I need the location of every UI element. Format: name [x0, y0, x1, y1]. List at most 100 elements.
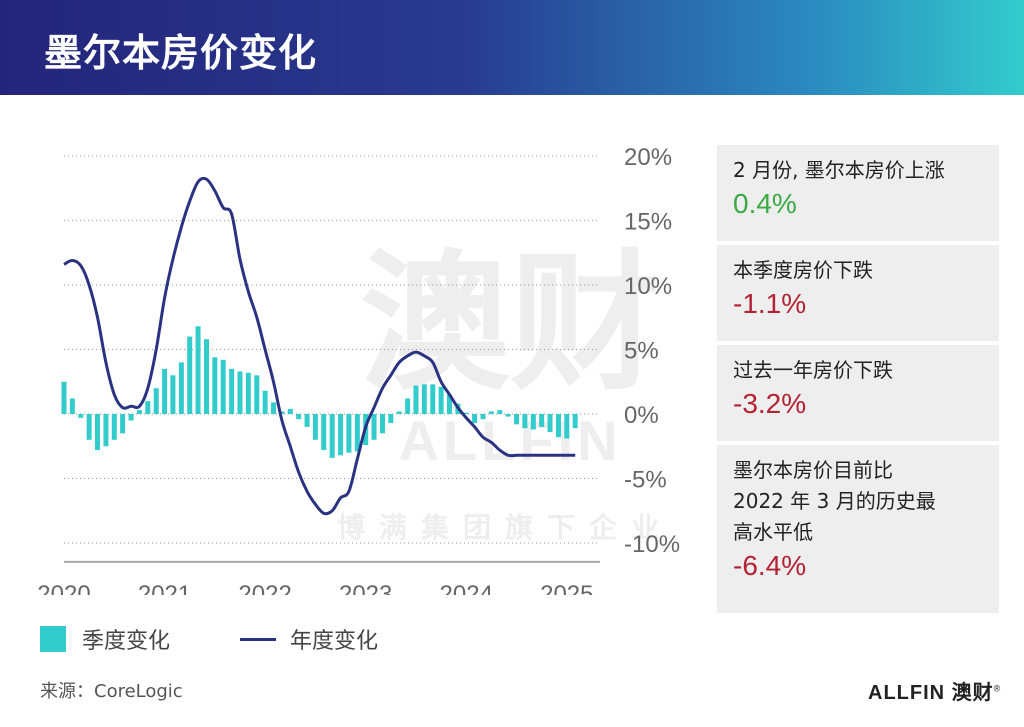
legend-item-quarterly: 季度变化 [40, 624, 170, 654]
quarterly-bar [354, 414, 360, 452]
logo-text: ALLFIN 澳财 [868, 682, 994, 704]
quarterly-bar [421, 384, 427, 414]
quarterly-bar [162, 368, 168, 414]
source-note: 来源：CoreLogic [40, 681, 183, 702]
quarterly-bar [279, 411, 285, 414]
x-tick-label: 2024 [440, 581, 493, 595]
y-tick-label: 15% [624, 209, 672, 236]
quarterly-bar [212, 357, 218, 414]
quarterly-bar [312, 414, 318, 440]
quarterly-bar [413, 385, 419, 414]
quarterly-bar [430, 384, 436, 414]
annual-change-line [63, 176, 576, 516]
stat-label: 过去一年房价下跌 [733, 358, 893, 382]
quarterly-bar [472, 414, 478, 424]
watermark-small: 博满集团旗下企业 [337, 511, 673, 544]
quarterly-bar [396, 411, 402, 414]
quarterly-bar [530, 414, 536, 430]
watermark-big: 澳财 [360, 237, 660, 411]
quarterly-bar [522, 414, 528, 429]
quarterly-bar [270, 402, 276, 414]
quarterly-bars [61, 326, 578, 458]
quarterly-bar [187, 336, 193, 414]
legend-item-annual: 年度变化 [240, 624, 378, 654]
quarterly-bar [78, 414, 84, 418]
quarterly-bar [170, 375, 176, 414]
x-tick-label: 2023 [339, 581, 392, 595]
quarterly-bar [555, 414, 561, 438]
y-tick-label: 20% [624, 144, 672, 171]
y-tick-label: 0% [624, 402, 659, 429]
quarterly-bar [346, 414, 352, 453]
quarterly-bar [262, 390, 268, 414]
x-axis-ticks: 2020 2021 2022 2023 2024 2025 [37, 581, 593, 595]
quarterly-bar [128, 414, 134, 421]
quarterly-bar [178, 362, 184, 414]
quarterly-bar [463, 412, 469, 414]
quarterly-bar [145, 401, 151, 414]
quarterly-bar [111, 414, 117, 440]
quarterly-bar [220, 359, 226, 414]
house-price-chart: 澳财 ALLFIN 博满集团旗下企业 20%15%10%5%0%-5%-10% … [37, 144, 680, 595]
quarterly-bar [572, 414, 578, 429]
quarterly-bar [103, 414, 109, 447]
y-tick-label: 5% [624, 338, 659, 365]
stat-value: -3.2% [733, 388, 807, 419]
quarterly-bar [497, 410, 503, 414]
quarterly-bar [229, 368, 235, 414]
stat-card-monthly: 2 月份, 墨尔本房价上涨 0.4% [717, 145, 999, 241]
legend-swatch-bar [40, 626, 66, 652]
stat-label: 本季度房价下跌 [733, 258, 873, 282]
watermark-mid: ALLFIN [398, 409, 621, 472]
quarterly-bar [547, 414, 553, 433]
quarterly-bar [195, 326, 201, 414]
quarterly-bar [514, 414, 520, 425]
quarterly-bar [203, 339, 209, 414]
stat-value: 0.4% [733, 188, 797, 219]
page-title: 墨尔本房价变化 [44, 31, 318, 75]
stat-label: 墨尔本房价目前比 2022 年 3 月的历史最 高水平低 [733, 458, 936, 544]
stat-value: -6.4% [733, 550, 807, 581]
quarterly-bar [296, 414, 302, 420]
quarterly-bar [446, 394, 452, 414]
quarterly-bar [120, 414, 126, 434]
x-tick-label: 2020 [37, 581, 90, 595]
quarterly-bar [136, 410, 142, 414]
quarterly-bar [69, 398, 75, 414]
quarterly-bar [254, 375, 260, 414]
legend-swatch-line [240, 637, 276, 641]
stat-label: 2 月份, 墨尔本房价上涨 [733, 158, 945, 182]
quarterly-bar [480, 414, 486, 420]
quarterly-bar [321, 414, 327, 451]
annual-line-group [63, 176, 576, 516]
quarterly-bar [61, 381, 67, 414]
y-tick-label: 10% [624, 273, 672, 300]
stat-card-peak: 墨尔本房价目前比 2022 年 3 月的历史最 高水平低 -6.4% [717, 445, 999, 613]
quarterly-bar [564, 414, 570, 439]
quarterly-bar [379, 414, 385, 434]
legend-label-quarterly: 季度变化 [82, 629, 171, 654]
stat-value: -1.1% [733, 288, 807, 319]
quarterly-bar [287, 408, 293, 414]
x-tick-label: 2022 [238, 581, 291, 595]
allfin-logo: ALLFIN 澳财® [868, 682, 1002, 704]
quarterly-bar [539, 414, 545, 427]
stat-card-yearly: 过去一年房价下跌 -3.2% [717, 345, 999, 441]
stat-card-quarterly: 本季度房价下跌 -1.1% [717, 245, 999, 341]
quarterly-bar [405, 398, 411, 414]
quarterly-bar [94, 414, 100, 451]
x-tick-label: 2025 [540, 581, 593, 595]
quarterly-bar [245, 372, 251, 414]
quarterly-bar [338, 414, 344, 456]
quarterly-bar [153, 388, 159, 414]
chart-watermark: 澳财 ALLFIN 博满集团旗下企业 [337, 237, 673, 544]
legend-label-annual: 年度变化 [290, 629, 379, 654]
quarterly-bar [371, 414, 377, 440]
quarterly-bar [438, 386, 444, 414]
quarterly-bar [505, 414, 511, 417]
quarterly-bar [329, 414, 335, 458]
y-tick-label: -10% [624, 531, 680, 558]
quarterly-bar [388, 414, 394, 424]
y-axis-ticks: 20% 15% 10% 5% 0% -5% -10% [624, 144, 680, 558]
header-banner: 墨尔本房价变化 [0, 0, 1024, 95]
